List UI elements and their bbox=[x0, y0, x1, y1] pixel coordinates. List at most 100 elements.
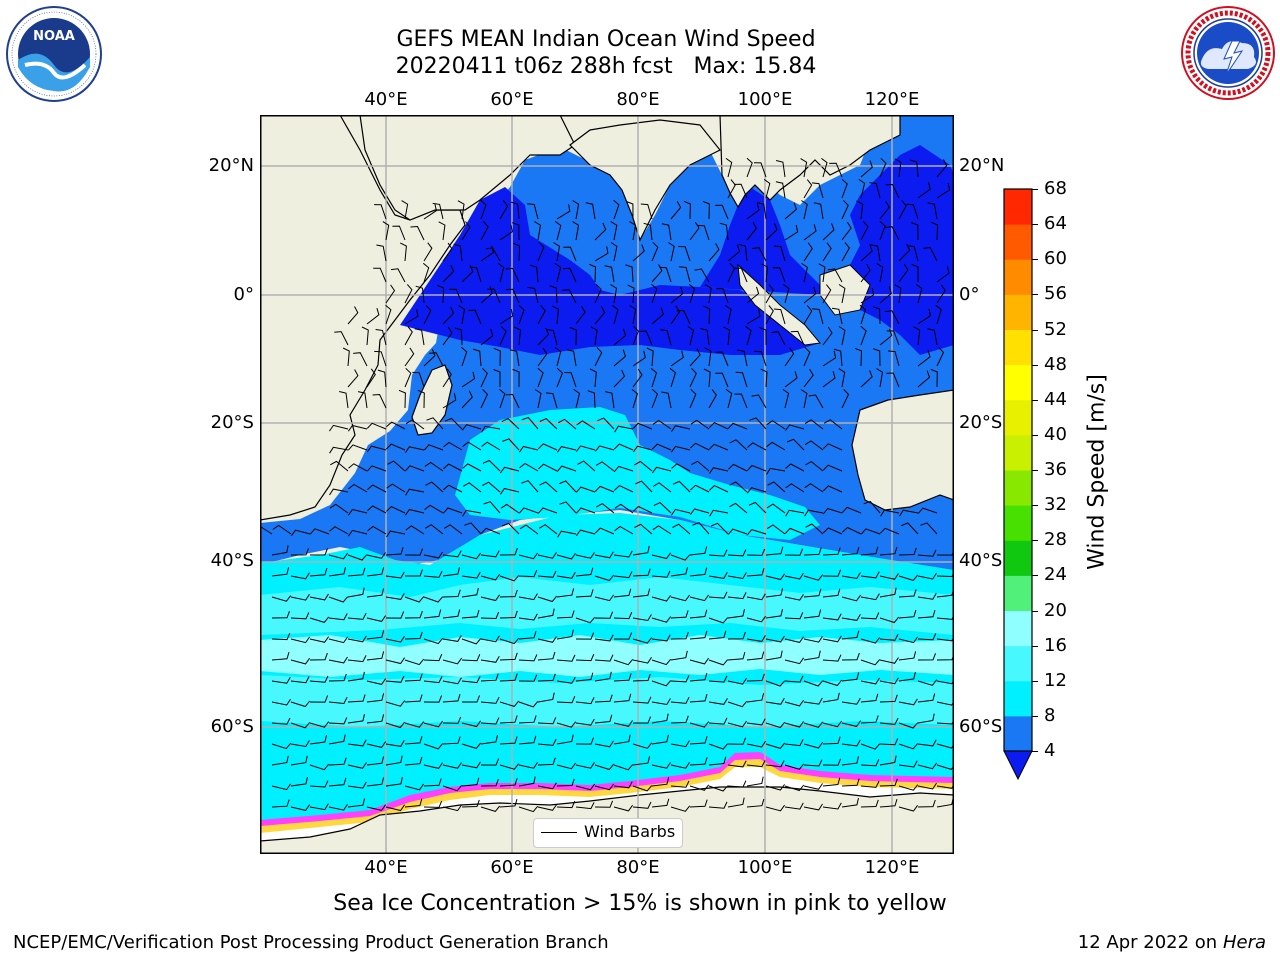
wind-barb bbox=[556, 778, 575, 787]
wind-barb bbox=[917, 739, 937, 747]
wind-barb bbox=[480, 717, 500, 725]
wind-barb bbox=[879, 157, 887, 178]
wind-barb bbox=[537, 651, 556, 661]
wind-barb bbox=[537, 782, 557, 790]
wind-barb bbox=[537, 804, 558, 811]
wind-barb bbox=[679, 266, 691, 283]
wind-barb bbox=[632, 785, 653, 792]
wind-barb bbox=[386, 506, 406, 514]
wind-barb bbox=[366, 588, 385, 598]
wind-barb bbox=[917, 370, 931, 388]
wind-barb bbox=[704, 347, 712, 367]
wind-barb bbox=[803, 179, 813, 199]
wind-barb bbox=[804, 419, 824, 430]
wind-barb bbox=[917, 549, 937, 557]
wind-barb bbox=[357, 391, 368, 409]
wind-barb bbox=[539, 418, 558, 430]
wind-barb bbox=[689, 508, 710, 515]
wind-barb bbox=[822, 485, 843, 493]
wind-barb bbox=[898, 743, 919, 750]
wind-barb bbox=[594, 740, 614, 748]
lon-label-top-40e: 40°E bbox=[364, 89, 408, 110]
legend-label: Wind Barbs bbox=[584, 822, 676, 841]
wind-barb bbox=[589, 368, 597, 388]
colorbar-tick-label: 68 bbox=[1044, 178, 1067, 199]
wind-barb bbox=[860, 287, 875, 304]
wind-barb bbox=[443, 524, 463, 535]
wind-barb bbox=[727, 422, 748, 430]
wind-barb bbox=[461, 571, 481, 579]
wind-barb bbox=[725, 157, 733, 178]
wind-barb bbox=[480, 673, 499, 682]
wind-barb bbox=[404, 783, 425, 791]
wind-barb bbox=[822, 679, 843, 687]
wind-barb bbox=[678, 246, 691, 262]
wind-barb bbox=[512, 368, 520, 388]
wind-barb bbox=[708, 698, 728, 705]
wind-barb bbox=[703, 368, 711, 388]
wind-barb bbox=[518, 593, 538, 601]
wind-barb bbox=[501, 522, 520, 535]
lon-label-top-60e: 60°E bbox=[490, 89, 534, 110]
wind-barb bbox=[480, 527, 501, 535]
wind-barb bbox=[499, 200, 509, 220]
wind-barb bbox=[803, 588, 822, 598]
wind-barb bbox=[366, 693, 385, 703]
wind-barb bbox=[328, 673, 347, 682]
wind-barb bbox=[373, 267, 387, 283]
wind-barb bbox=[499, 700, 520, 707]
wind-barb bbox=[385, 284, 396, 304]
wind-barb bbox=[575, 632, 595, 640]
wind-barb bbox=[765, 305, 774, 325]
wind-barb bbox=[634, 523, 653, 535]
wind-barb bbox=[549, 285, 558, 304]
wind-barb bbox=[708, 617, 729, 624]
wind-barb bbox=[442, 264, 455, 283]
wind-barb bbox=[423, 800, 443, 808]
wind-barb bbox=[423, 203, 437, 220]
wind-barb bbox=[613, 588, 632, 598]
wind-barb bbox=[556, 629, 574, 640]
wind-barb bbox=[518, 569, 538, 578]
wind-barb bbox=[923, 247, 938, 262]
wind-barb bbox=[833, 348, 843, 367]
wind-barb bbox=[386, 483, 406, 493]
wind-barb bbox=[404, 673, 423, 682]
wind-barb bbox=[557, 530, 577, 538]
wind-barb bbox=[784, 721, 805, 728]
wind-barb bbox=[497, 262, 505, 283]
wind-barb bbox=[462, 441, 482, 451]
wind-barb bbox=[347, 567, 366, 577]
colorbar-tick-label: 4 bbox=[1044, 740, 1056, 761]
wind-barb bbox=[487, 288, 501, 304]
wind-barb bbox=[727, 179, 736, 199]
wind-barb bbox=[347, 612, 367, 620]
wind-barb bbox=[683, 200, 691, 220]
wind-barb bbox=[594, 445, 615, 452]
wind-barb bbox=[347, 694, 366, 703]
wind-barb bbox=[822, 777, 841, 787]
wind-barb bbox=[651, 658, 672, 666]
wind-barb bbox=[461, 424, 482, 431]
wind-barb bbox=[480, 199, 487, 220]
wind-barb bbox=[329, 526, 349, 535]
wind-barb bbox=[803, 242, 813, 262]
wind-barb bbox=[614, 485, 634, 493]
wind-barb bbox=[604, 391, 615, 409]
wind-barb bbox=[746, 718, 766, 726]
wind-barb bbox=[651, 264, 663, 283]
ocean-zone-12-16-band1 bbox=[260, 577, 954, 635]
wind-barb bbox=[765, 698, 785, 705]
wind-barb bbox=[442, 368, 452, 388]
wind-barb bbox=[818, 263, 826, 283]
wind-barb bbox=[347, 798, 366, 808]
wind-barb bbox=[518, 776, 536, 787]
wind-barb bbox=[442, 736, 461, 745]
wind-barb bbox=[650, 367, 658, 388]
wind-barb bbox=[894, 284, 902, 304]
wind-barb bbox=[347, 424, 368, 432]
wind-barb bbox=[715, 372, 729, 388]
wind-barb bbox=[670, 201, 682, 220]
wind-barb bbox=[930, 368, 938, 388]
wind-barb bbox=[860, 677, 880, 685]
